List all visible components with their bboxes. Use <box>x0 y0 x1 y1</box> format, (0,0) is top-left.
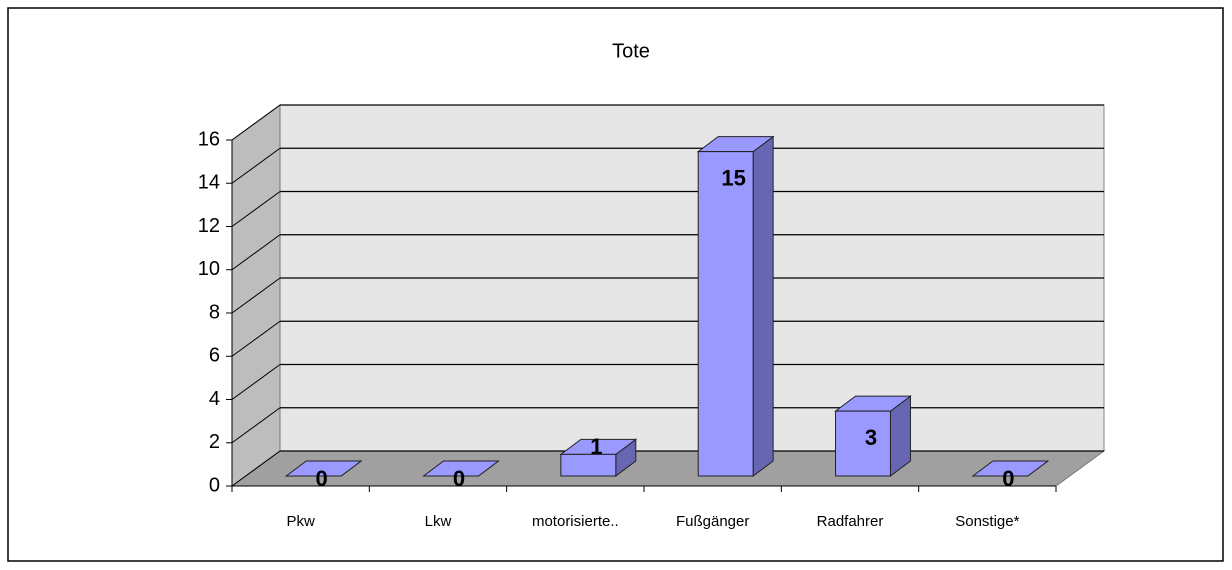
data-label: 0 <box>1002 466 1014 491</box>
data-label: 15 <box>721 165 745 190</box>
data-label: 0 <box>453 466 465 491</box>
data-label: 3 <box>865 425 877 450</box>
bar <box>697 151 754 477</box>
side-grid-line <box>231 234 281 271</box>
x-tick-label: Sonstige* <box>955 513 1019 530</box>
x-tick-label: Lkw <box>425 513 452 530</box>
x-tick-label: Pkw <box>286 513 315 530</box>
y-tick-label: 12 <box>198 215 220 237</box>
y-tick-label: 2 <box>209 431 220 453</box>
x-tick-label: motorisierte.. <box>532 513 619 530</box>
side-grid-line <box>231 407 281 444</box>
side-grid-line <box>231 277 281 314</box>
y-tick-label: 6 <box>209 345 220 367</box>
x-tick-label: Radfahrer <box>817 513 884 530</box>
side-grid-line <box>231 104 281 141</box>
bar <box>835 410 891 477</box>
y-tick-label: 16 <box>198 128 220 150</box>
side-grid-line <box>231 320 281 357</box>
data-label: 1 <box>590 434 602 459</box>
bar <box>560 453 617 477</box>
side-grid-line <box>231 364 281 400</box>
x-tick-label: Fußgänger <box>676 513 749 530</box>
y-tick-label: 8 <box>209 301 220 323</box>
bar-top <box>971 460 1050 477</box>
side-grid-line <box>231 191 281 227</box>
floor <box>230 450 1106 487</box>
bar-top <box>422 460 500 477</box>
y-tick-label: 0 <box>209 474 220 496</box>
side-grid-line <box>231 147 281 184</box>
y-tick-label: 10 <box>198 258 220 280</box>
side-grid-line <box>231 450 281 487</box>
y-tick-label: 14 <box>198 172 220 194</box>
bar-side <box>752 135 774 477</box>
y-tick-label: 4 <box>209 388 220 410</box>
data-label: 0 <box>316 466 328 491</box>
bar-top <box>284 460 363 477</box>
chart-title: Tote <box>612 40 650 62</box>
